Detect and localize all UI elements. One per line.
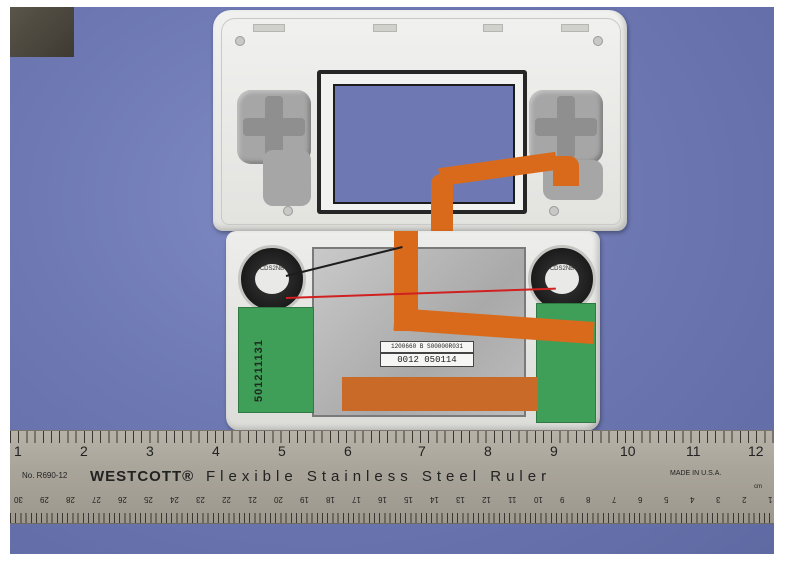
inch-label: 6 [344,443,352,459]
top-screen-bezel [317,70,527,214]
cm-label: 30 [14,495,23,504]
inch-label: 7 [418,443,426,459]
ruler-made-in: MADE IN U.S.A. [670,470,722,477]
inch-label: 5 [278,443,286,459]
upper-flex-cable [553,156,579,186]
cm-label: 11 [508,495,517,504]
cm-label-row: 30 29 28 27 26 25 24 23 22 21 20 19 18 17 16 15 14 13 12 11… [14,495,773,509]
screw [283,206,293,216]
dark-pad [10,7,74,57]
cm-label: 1 [768,495,773,504]
shell-slot [373,24,397,32]
ruler-brand: WESTCOTT® [90,468,195,485]
upper-shell-rim [221,18,621,225]
cm-label: 23 [196,495,205,504]
inch-label: 9 [550,443,558,459]
cm-label: 7 [612,495,617,504]
cm-label: 25 [144,495,153,504]
ruler-cm-unit: cm [754,484,762,490]
cm-label: 19 [300,495,309,504]
right-button-membrane [529,90,603,164]
bezel-inner [321,74,523,210]
cm-label: 2 [742,495,747,504]
screw [549,206,559,216]
upper-flex-cable [431,174,453,232]
cm-label: 17 [352,495,361,504]
inch-label: 10 [620,443,636,459]
cm-label: 21 [248,495,257,504]
cm-label: 10 [534,495,543,504]
cm-label: 18 [326,495,335,504]
cm-label: 29 [40,495,49,504]
ruler-inch-ticks [10,431,774,443]
screen-window [333,84,515,204]
cm-label: 27 [92,495,101,504]
screw [235,36,245,46]
cm-label: 9 [560,495,565,504]
screw [593,36,603,46]
shell-slot [561,24,589,32]
cm-label: 24 [170,495,179,504]
cm-label: 13 [456,495,465,504]
lower-shell: CDS2NB CDS2NB 501211131 1200660 B S00000… [226,231,600,431]
ruler-description: Flexible Stainless Steel Ruler [206,468,552,485]
inch-label: 1 [14,443,22,459]
cm-label: 16 [378,495,387,504]
cm-label: 15 [404,495,413,504]
inch-label: 3 [146,443,154,459]
inch-label: 12 [748,443,764,459]
inch-label: 11 [686,443,701,459]
cm-label: 3 [716,495,721,504]
pcb-serial: 501211131 [253,339,265,402]
ruler-cm-ticks [10,513,774,523]
cm-label: 8 [586,495,591,504]
cm-label: 12 [482,495,491,504]
bottom-flex-cable [342,377,538,411]
left-speaker: CDS2NB [238,245,306,313]
shell-slot [483,24,503,32]
ruler: 1 2 3 4 5 6 7 8 9 10 11 12 No. R690-12 W… [10,430,774,524]
left-membrane-tail [263,150,311,206]
cm-label: 5 [664,495,669,504]
cm-label: 6 [638,495,643,504]
shell-slot [253,24,285,32]
cm-label: 22 [222,495,231,504]
shield-label-bottom: 0012 050114 [380,353,474,367]
ruler-model: No. R690-12 [22,471,68,480]
cm-label: 20 [274,495,283,504]
speaker-label: CDS2NB [255,264,289,294]
left-pcb: 501211131 [238,307,314,413]
inch-label: 2 [80,443,88,459]
inch-label: 8 [484,443,492,459]
photo: CDS2NB CDS2NB 501211131 1200660 B S00000… [10,7,774,554]
right-speaker: CDS2NB [528,245,596,313]
shield-label-top: 1200660 B S00000R031 [380,341,474,353]
upper-shell [213,10,627,232]
inch-label: 4 [212,443,220,459]
cm-label: 14 [430,495,439,504]
cm-label: 4 [690,495,695,504]
cm-label: 28 [66,495,75,504]
cm-label: 26 [118,495,127,504]
